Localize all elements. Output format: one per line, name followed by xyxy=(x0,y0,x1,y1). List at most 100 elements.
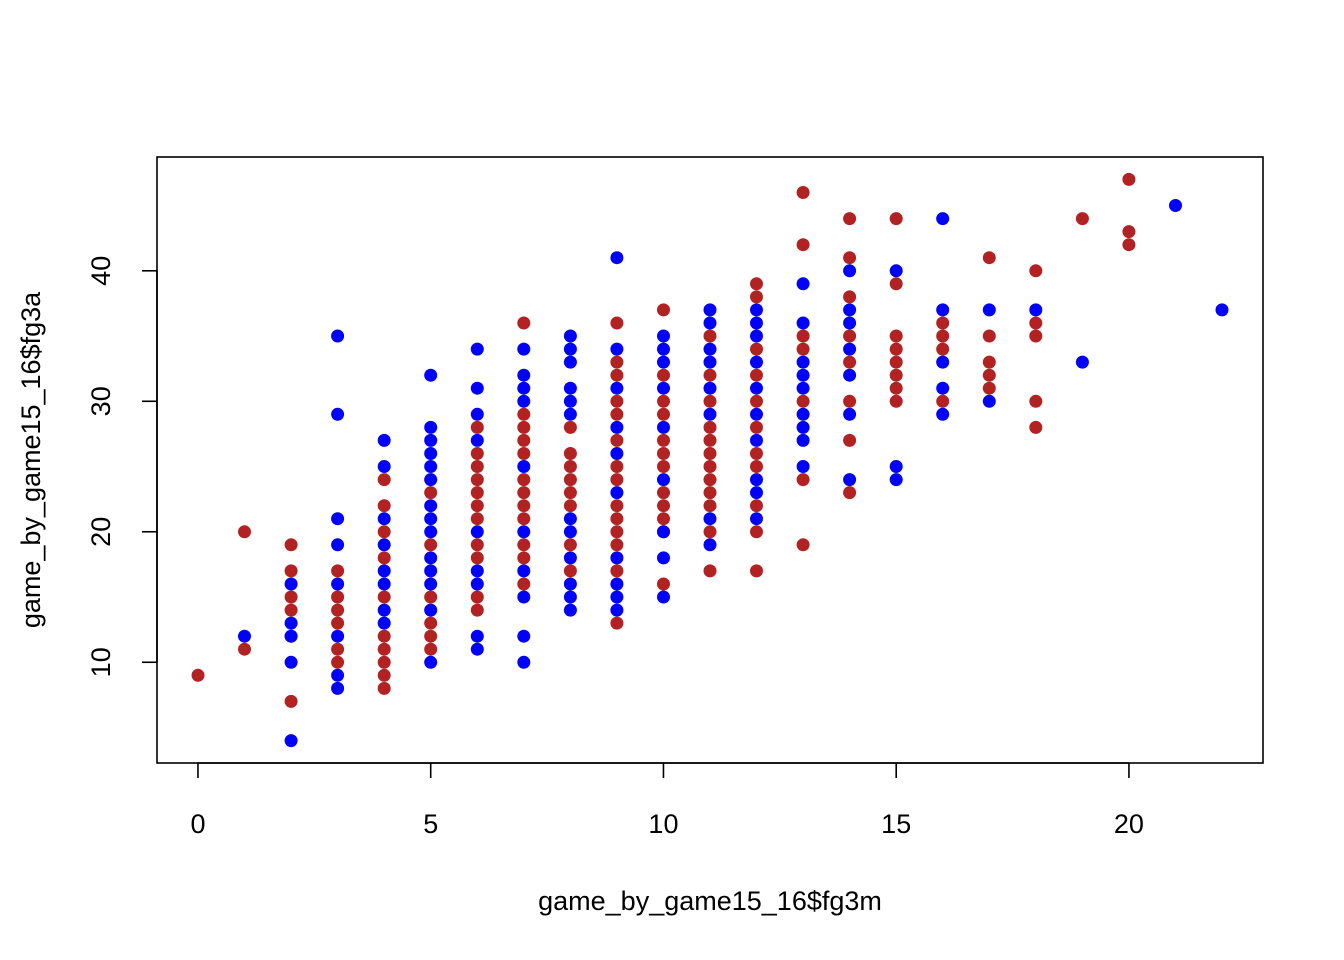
data-point xyxy=(703,420,717,434)
data-point xyxy=(517,564,531,578)
data-point xyxy=(377,655,391,669)
data-point xyxy=(563,538,577,552)
data-point xyxy=(657,590,670,604)
data-point xyxy=(843,486,857,500)
data-point xyxy=(517,460,531,473)
data-point xyxy=(424,616,438,630)
data-point xyxy=(563,525,577,539)
data-point xyxy=(703,486,717,500)
data-point xyxy=(610,616,624,630)
y-axis-title: game_by_game15_16$fg3a xyxy=(16,291,46,628)
data-point xyxy=(424,512,438,526)
data-point xyxy=(517,433,531,447)
data-point xyxy=(517,407,531,421)
x-tick-label: 0 xyxy=(190,809,205,839)
data-point xyxy=(703,368,717,382)
data-point xyxy=(517,655,531,669)
data-point xyxy=(1029,420,1043,434)
data-point xyxy=(470,512,484,526)
data-point xyxy=(796,394,810,408)
data-point xyxy=(517,512,531,526)
data-point xyxy=(610,407,624,421)
data-point xyxy=(470,603,484,617)
data-point xyxy=(703,460,717,473)
data-point xyxy=(610,538,624,552)
data-point xyxy=(517,486,531,500)
data-point xyxy=(610,525,624,539)
data-point xyxy=(796,277,810,291)
data-point xyxy=(331,603,345,617)
data-point xyxy=(610,251,624,265)
data-point xyxy=(843,264,857,278)
data-point xyxy=(563,460,577,473)
x-axis-title: game_by_game15_16$fg3m xyxy=(538,886,882,916)
data-point xyxy=(470,447,484,460)
data-point xyxy=(284,564,298,578)
data-point xyxy=(750,394,763,408)
data-point xyxy=(377,538,391,552)
data-point xyxy=(703,329,717,343)
data-point xyxy=(657,577,670,591)
data-point xyxy=(563,577,577,591)
data-point xyxy=(331,681,345,695)
data-point xyxy=(238,525,251,539)
data-point xyxy=(1029,329,1043,343)
data-point xyxy=(750,381,763,395)
data-point xyxy=(889,368,903,382)
data-point xyxy=(610,603,624,617)
data-point xyxy=(703,538,717,552)
data-point xyxy=(843,368,857,382)
data-points xyxy=(191,172,1229,748)
data-point xyxy=(284,655,298,669)
data-point xyxy=(377,577,391,591)
data-point xyxy=(331,629,345,643)
data-point xyxy=(750,460,763,473)
data-point xyxy=(610,355,624,369)
data-point xyxy=(377,525,391,539)
data-point xyxy=(610,486,624,500)
data-point xyxy=(610,577,624,591)
data-point xyxy=(843,303,857,317)
data-point xyxy=(889,264,903,278)
data-point xyxy=(377,603,391,617)
data-point xyxy=(703,316,717,330)
data-point xyxy=(517,499,531,513)
data-point xyxy=(377,460,391,473)
data-point xyxy=(750,290,763,304)
y-tick-label: 30 xyxy=(86,386,116,416)
data-point xyxy=(889,381,903,395)
data-point xyxy=(563,499,577,513)
data-point xyxy=(563,564,577,578)
data-point xyxy=(563,329,577,343)
data-point xyxy=(750,316,763,330)
data-point xyxy=(703,355,717,369)
data-point xyxy=(796,538,810,552)
data-point xyxy=(982,355,996,369)
data-point xyxy=(889,212,903,226)
data-point xyxy=(703,342,717,356)
data-point xyxy=(424,603,438,617)
data-point xyxy=(843,316,857,330)
data-point xyxy=(191,668,205,682)
data-point xyxy=(331,655,345,669)
data-point xyxy=(657,460,670,473)
x-tick-label: 10 xyxy=(648,809,678,839)
data-point xyxy=(563,394,577,408)
data-point xyxy=(657,381,670,395)
data-point xyxy=(563,603,577,617)
data-point xyxy=(563,473,577,487)
data-point xyxy=(843,473,857,487)
data-point xyxy=(377,433,391,447)
data-point xyxy=(610,564,624,578)
x-tick-label: 15 xyxy=(881,809,911,839)
data-point xyxy=(796,407,810,421)
data-point xyxy=(750,433,763,447)
x-axis: 0 5 10 15 20 xyxy=(190,762,1144,839)
data-point xyxy=(750,303,763,317)
data-point xyxy=(284,577,298,591)
data-point xyxy=(610,433,624,447)
data-point xyxy=(610,512,624,526)
data-point xyxy=(796,238,810,252)
data-point xyxy=(284,629,298,643)
